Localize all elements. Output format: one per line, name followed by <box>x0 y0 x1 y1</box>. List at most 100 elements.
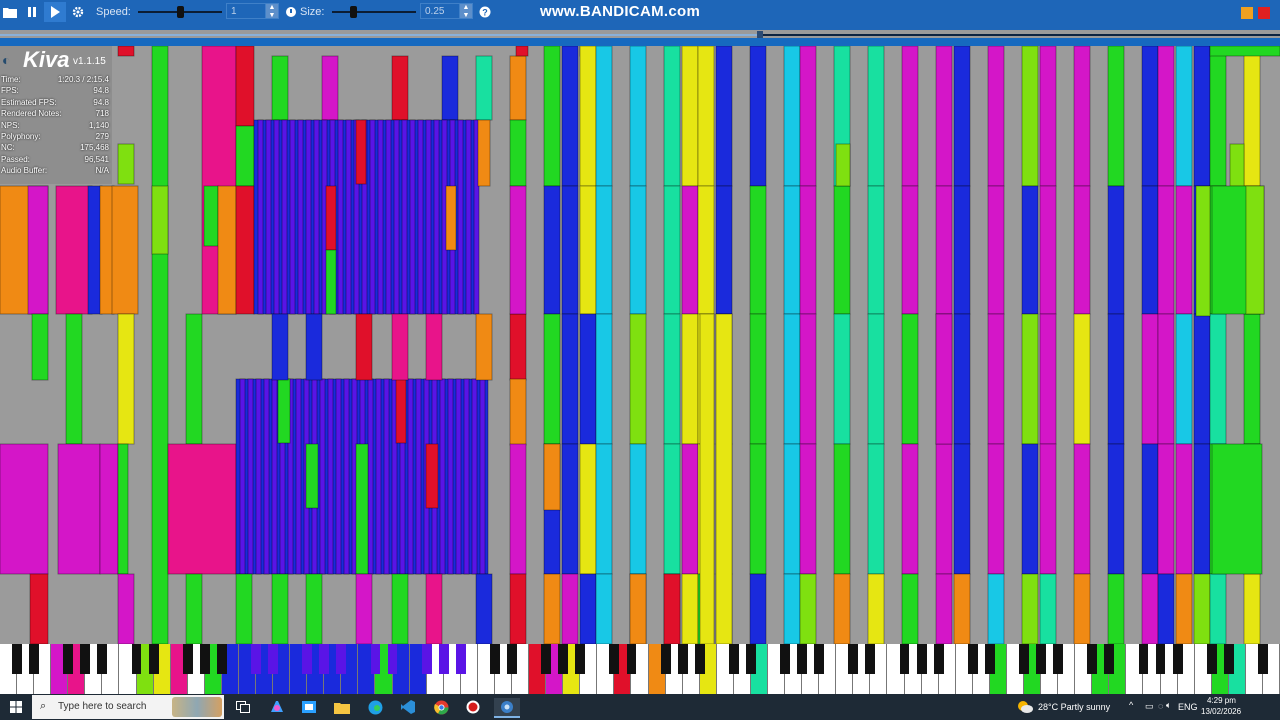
note-bar <box>425 313 443 381</box>
network-icon[interactable]: ◌ <box>1158 701 1164 711</box>
speed-input[interactable]: 1 <box>226 3 266 19</box>
note-bar <box>987 46 1005 187</box>
weather-text[interactable]: 28°C Partly sunny <box>1038 702 1111 712</box>
note-bar <box>1073 573 1091 644</box>
note-bar <box>1107 443 1125 575</box>
clock-date[interactable]: 13/02/2026 <box>1201 707 1242 716</box>
folder-icon[interactable] <box>1 3 19 21</box>
stat-value: N/A <box>95 166 109 176</box>
note-bar <box>325 185 337 251</box>
note-bar <box>1193 46 1211 187</box>
note-bar <box>901 313 919 445</box>
note-bar <box>327 378 334 575</box>
stat-row: Audio Buffer: N/A <box>1 165 109 176</box>
note-bar <box>1107 573 1125 644</box>
note-bar <box>783 573 801 644</box>
copilot-icon[interactable] <box>266 698 288 716</box>
note-bar <box>391 313 409 381</box>
note-bar <box>681 313 699 445</box>
note-bar <box>1157 46 1175 187</box>
vscode-icon[interactable] <box>397 698 419 716</box>
size-input[interactable]: 0.25 <box>420 3 460 19</box>
volume-icon[interactable]: 🔈︎ <box>1166 700 1172 710</box>
note-bar <box>1073 185 1091 315</box>
windows-start-icon[interactable] <box>6 698 26 716</box>
size-spinner[interactable]: ▲ ▼ <box>459 3 473 19</box>
note-bar <box>465 119 472 315</box>
note-bar <box>355 119 367 185</box>
note-bar <box>235 46 255 127</box>
weather-icon[interactable] <box>1016 698 1034 716</box>
tray-app-icon[interactable]: ▭ <box>1145 701 1154 711</box>
pause-icon[interactable] <box>23 3 41 21</box>
note-bar <box>117 573 135 644</box>
tray-overflow-icon[interactable]: ^ <box>1129 700 1134 710</box>
note-bar <box>1193 313 1211 445</box>
file-explorer-icon[interactable] <box>298 698 320 716</box>
taskbar-search-input[interactable]: ⌕ Type here to search <box>32 695 224 719</box>
stat-value: 1:20.3 / 2:15.4 <box>57 75 109 84</box>
chrome-icon[interactable] <box>430 698 452 716</box>
note-bar <box>375 378 382 575</box>
note-bar <box>117 46 135 57</box>
bandicam-close-icon[interactable] <box>1258 7 1270 19</box>
black-key <box>148 644 159 674</box>
language-indicator[interactable]: ENG <box>1178 702 1198 712</box>
stat-row: Time: 1:20.3 / 2:15.4 <box>1 74 109 85</box>
task-view-icon[interactable] <box>232 698 254 716</box>
note-bar <box>1193 443 1211 575</box>
note-bar <box>509 443 527 575</box>
black-key <box>268 644 278 674</box>
stat-value: 175,468 <box>80 143 109 153</box>
note-bar <box>799 313 817 445</box>
note-bar <box>749 46 767 187</box>
note-bar <box>935 443 953 575</box>
black-key <box>1223 644 1234 674</box>
speed-spinner[interactable]: ▲ ▼ <box>265 3 279 19</box>
play-icon[interactable] <box>44 2 66 22</box>
black-key <box>1019 644 1029 674</box>
note-bar <box>867 185 885 315</box>
folder-icon[interactable] <box>331 698 353 716</box>
stat-label: NPS: <box>1 120 20 130</box>
note-bar <box>663 573 681 644</box>
note-bar <box>255 378 262 575</box>
stat-label: Rendered Notes: <box>1 109 62 119</box>
note-bar <box>1021 313 1039 445</box>
note-bar <box>117 443 129 575</box>
kiva-app-icon[interactable] <box>494 698 520 718</box>
note-bar <box>265 119 272 315</box>
note-bar <box>305 573 323 644</box>
edge-icon[interactable] <box>364 698 386 716</box>
black-key <box>489 644 500 674</box>
bandicam-minimize-icon[interactable] <box>1241 7 1253 19</box>
note-bar <box>509 119 527 187</box>
note-bar <box>681 185 699 315</box>
black-key <box>916 644 927 674</box>
kiva-logo-icon: ◐ <box>2 52 11 68</box>
size-slider-thumb[interactable] <box>350 6 357 18</box>
note-bar <box>953 313 971 445</box>
bandicam-record-icon[interactable] <box>462 698 484 716</box>
help-icon[interactable]: ? <box>476 3 494 21</box>
note-bar <box>377 119 384 315</box>
note-bar <box>1039 46 1057 187</box>
black-key <box>319 644 330 674</box>
black-key <box>302 644 313 674</box>
settings-icon[interactable] <box>69 3 87 21</box>
stat-value: 94.8 <box>93 86 109 96</box>
speed-reset-icon[interactable] <box>282 3 300 21</box>
note-bar <box>987 185 1005 315</box>
piano-roll <box>0 46 1280 644</box>
speed-slider-thumb[interactable] <box>177 6 184 18</box>
note-bar <box>391 55 409 121</box>
playback-progress-marker[interactable] <box>757 31 763 38</box>
note-bar <box>117 313 135 445</box>
note-bar <box>833 573 851 644</box>
clock-time[interactable]: 4:29 pm <box>1207 696 1236 705</box>
note-bar <box>257 119 264 315</box>
note-bar <box>629 313 647 445</box>
note-bar <box>867 46 885 187</box>
note-bar <box>663 46 681 187</box>
note-bar <box>1243 313 1261 445</box>
